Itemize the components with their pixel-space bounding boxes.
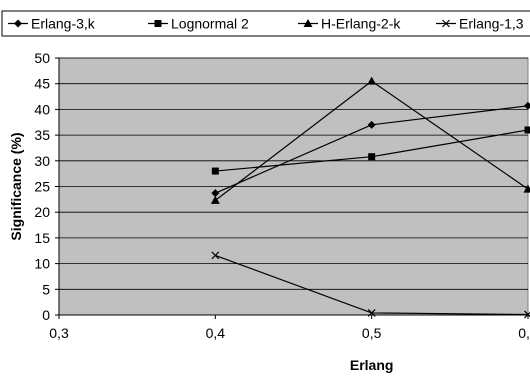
y-tick-label: 0	[42, 307, 50, 323]
y-axis-title: Significance (%)	[8, 132, 24, 240]
y-tick-label: 10	[34, 256, 50, 272]
legend-marker	[303, 19, 313, 27]
y-tick-label: 25	[34, 179, 50, 195]
gridlines	[59, 57, 528, 290]
data-point	[211, 251, 220, 260]
legend-label: Erlang-3,k	[31, 16, 96, 32]
y-tick-label: 35	[34, 127, 50, 143]
y-tick-label: 50	[34, 50, 50, 66]
legend-item: H-Erlang-2-k	[298, 16, 401, 32]
legend-marker	[154, 20, 162, 27]
x-tick-label: 0,6	[518, 325, 530, 341]
legend-item: Erlang-3,k	[8, 16, 96, 32]
data-point	[211, 167, 219, 175]
legend-item: Erlang-1,3	[436, 16, 524, 32]
data-point	[524, 310, 530, 319]
data-point	[367, 76, 377, 85]
y-tick-label: 20	[34, 204, 50, 220]
x-axis-title: Erlang	[350, 357, 394, 373]
legend-label: H-Erlang-2-k	[321, 16, 401, 32]
data-point	[211, 189, 220, 198]
data-point	[210, 195, 220, 204]
tick-labels: 0 5 10 15 20 25 30 35 40 45 50 0,3 0,4 0,5 0,6	[34, 50, 530, 341]
series-2	[210, 76, 530, 204]
y-tick-label: 45	[34, 76, 50, 92]
y-tick-label: 30	[34, 153, 50, 169]
data-point	[524, 126, 530, 134]
y-tick-label: 5	[42, 281, 50, 297]
legend: Erlang-3,k Lognormal 2 H-Erlang-2-k Erlang-…	[1, 10, 530, 37]
legend-label: Erlang-1,3	[459, 16, 524, 32]
data-point	[367, 120, 376, 129]
data-point	[368, 153, 376, 161]
legend-item: Lognormal 2	[148, 16, 249, 32]
series-3	[211, 251, 530, 319]
series-1	[211, 126, 530, 175]
x-tick-label: 0,3	[49, 325, 69, 341]
legend-marker	[14, 19, 22, 28]
y-tick-label: 15	[34, 230, 50, 246]
legend-marker	[442, 19, 450, 28]
x-tick-label: 0,4	[206, 325, 226, 341]
x-tick-label: 0,5	[362, 325, 382, 341]
data-point	[524, 101, 530, 110]
data-point	[367, 309, 376, 317]
series-lines	[210, 76, 530, 319]
y-tick-label: 40	[34, 101, 50, 117]
legend-label: Lognormal 2	[171, 16, 249, 32]
series-0	[211, 101, 530, 198]
data-point	[523, 184, 530, 193]
